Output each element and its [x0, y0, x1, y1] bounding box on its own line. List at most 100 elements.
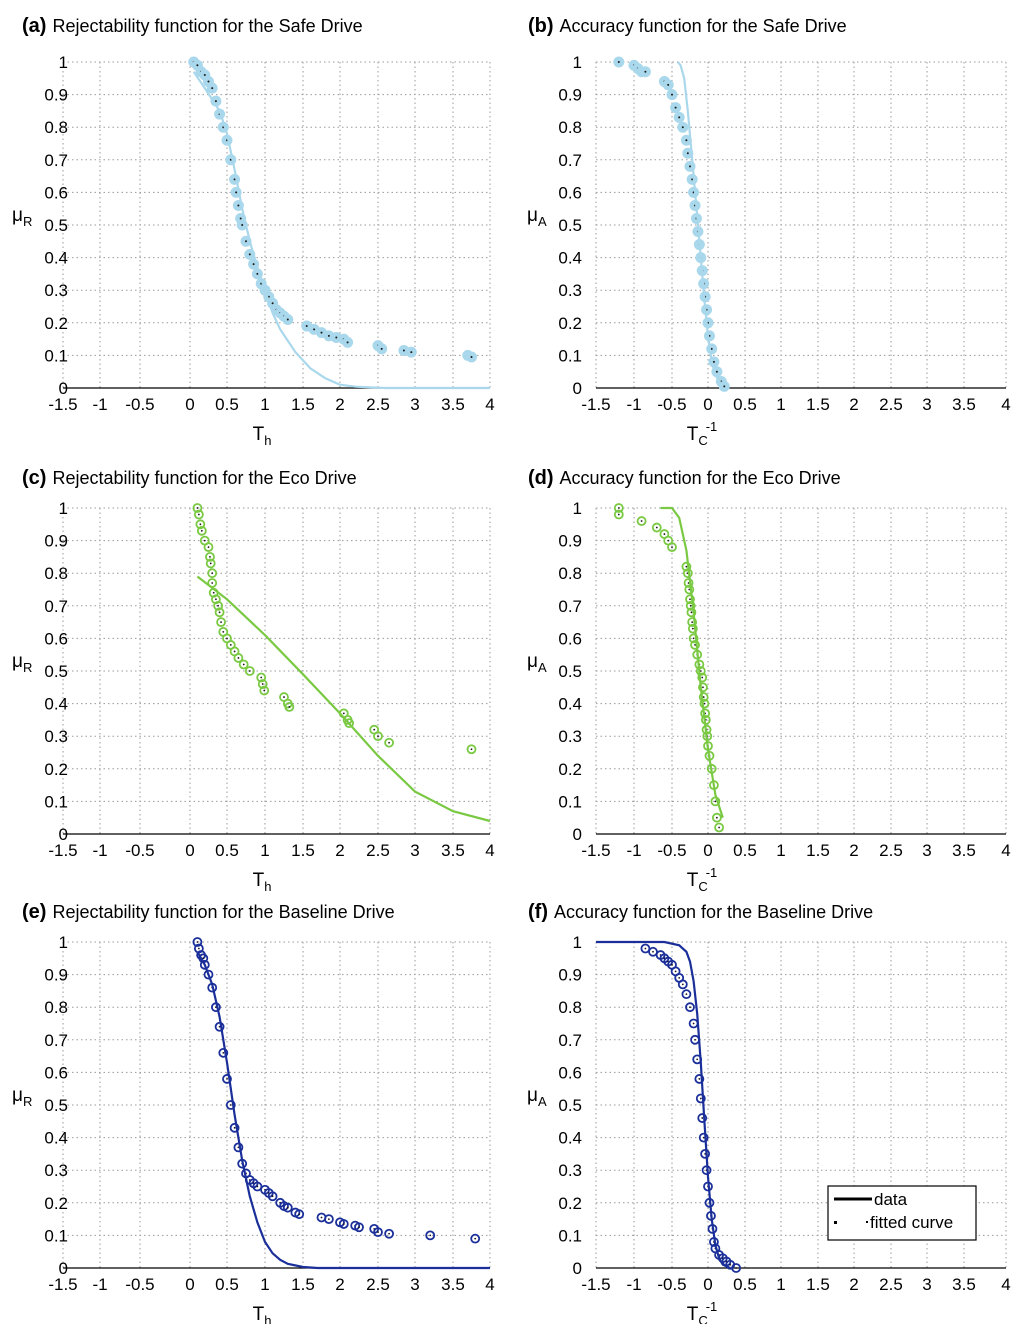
x-axis-label: TC-1	[687, 419, 718, 448]
data-point-center	[237, 204, 240, 207]
data-point-center	[218, 611, 221, 614]
panel-letter: (d)	[528, 467, 554, 489]
data-point-center	[203, 539, 206, 542]
fitted-curve-line	[196, 951, 490, 1270]
data-point-center	[663, 533, 666, 535]
y-tick-label: 0.7	[44, 597, 68, 616]
y-tick-label: 0.5	[558, 662, 582, 681]
y-tick-label: 0	[59, 1259, 68, 1278]
data-point	[698, 1132, 709, 1143]
chart-panel-b: (b) Accuracy function for the Safe Drive 0…	[527, 15, 1011, 448]
data-point	[192, 503, 203, 513]
gridlines	[595, 507, 1007, 835]
panel-title: (a) Rejectability function for the Safe D…	[22, 15, 363, 37]
data-point-center	[691, 621, 694, 623]
data-point	[685, 594, 695, 605]
x-tick-label: 4	[485, 1275, 494, 1294]
data-point-center	[388, 741, 390, 744]
data-point-center	[286, 1206, 289, 1209]
data-point-center	[214, 100, 217, 103]
x-tick-label: 2	[849, 395, 858, 414]
x-tick-label: 2	[335, 841, 344, 860]
x-tick-label: 2	[849, 841, 858, 860]
x-tick-label: 3.5	[441, 841, 465, 860]
panel-title-text: Accuracy function for the Safe Drive	[560, 16, 847, 36]
x-tick-label: 3	[922, 1275, 931, 1294]
data-point-center	[644, 947, 647, 950]
y-tick-label: 0.9	[558, 532, 582, 551]
data-point-center	[373, 728, 376, 731]
data-point-center	[327, 334, 330, 337]
data-point-center	[712, 360, 715, 363]
x-tick-label: 4	[1001, 395, 1010, 414]
data-point	[698, 692, 709, 702]
x-tick-label: 3.5	[441, 395, 465, 414]
data-point-center	[674, 106, 677, 109]
y-tick-label: 0.6	[558, 1063, 582, 1082]
y-tick-label: 0.4	[44, 249, 68, 268]
y-tick-label: 0.8	[44, 998, 68, 1017]
x-axis-label: Th	[253, 424, 272, 448]
x-tick-label: -0.5	[125, 395, 154, 414]
data-point-center	[202, 957, 205, 960]
data-point-center	[692, 637, 695, 640]
y-tick-label: 0.9	[558, 966, 582, 985]
data-point-center	[377, 735, 379, 738]
x-tick-label: -0.5	[657, 841, 686, 860]
chart-panel-e: (e) Rejectability function for the Baseli…	[12, 901, 495, 1324]
y-tick-label: 0.7	[558, 1031, 582, 1050]
data-point-center	[685, 993, 688, 996]
data-point-center	[691, 627, 694, 630]
chart-panel-d: (d) Accuracy function for the Eco Drive 0 0…	[527, 467, 1011, 894]
panel-title: (d) Accuracy function for the Eco Drive	[528, 467, 841, 489]
fitted-curve-line	[192, 71, 490, 390]
data-point-center	[470, 748, 473, 751]
data-point-center	[320, 331, 323, 334]
data-point	[282, 1202, 293, 1213]
y-axis-label: μR	[12, 205, 32, 229]
data-point-center	[681, 983, 684, 986]
data-point-center	[256, 1185, 259, 1188]
panel-title-text: Accuracy function for the Eco Drive	[560, 468, 841, 488]
x-tick-label: 1	[260, 841, 269, 860]
y-tick-label: 0.3	[558, 281, 582, 300]
data-series	[613, 503, 724, 833]
panel-letter: (c)	[22, 467, 46, 489]
x-tick-label: -0.5	[125, 841, 154, 860]
x-tick-label: 0	[185, 1275, 194, 1294]
data-point	[213, 600, 224, 611]
chart-panel-a: (a) Rejectability function for the Safe D…	[12, 15, 495, 448]
data-point-center	[678, 976, 681, 979]
x-tick-label: -1	[626, 395, 641, 414]
data-point-center	[674, 970, 677, 973]
data-series	[192, 937, 481, 1244]
y-tick-label: 0.2	[558, 314, 582, 333]
y-tick-label: 0.7	[558, 597, 582, 616]
x-axis-label: Th	[253, 1304, 272, 1324]
x-tick-label: -1	[626, 1275, 641, 1294]
x-tick-label: 3	[922, 841, 931, 860]
x-tick-label: -1.5	[581, 841, 610, 860]
x-tick-label: 2.5	[879, 395, 903, 414]
data-point-center	[644, 70, 647, 73]
data-point-center	[617, 513, 620, 516]
data-point	[685, 600, 696, 611]
data-point-center	[701, 676, 704, 679]
data-point-center	[667, 539, 670, 542]
data-point-center	[209, 556, 211, 558]
y-tick-label: 0.7	[44, 1031, 68, 1050]
y-axis-label: μA	[527, 1085, 547, 1109]
data-point	[690, 640, 700, 650]
data-point	[238, 659, 249, 670]
data-point-center	[263, 689, 266, 692]
gridlines	[62, 941, 491, 1269]
data-point	[681, 561, 692, 572]
data-point	[711, 812, 722, 823]
data-point	[294, 1209, 305, 1220]
data-point-center	[237, 657, 240, 659]
x-tick-label: 0.5	[215, 841, 239, 860]
data-point-center	[685, 139, 688, 142]
data-point-center	[687, 582, 690, 584]
data-point-center	[271, 1195, 274, 1198]
x-tick-label: -1	[92, 1275, 107, 1294]
